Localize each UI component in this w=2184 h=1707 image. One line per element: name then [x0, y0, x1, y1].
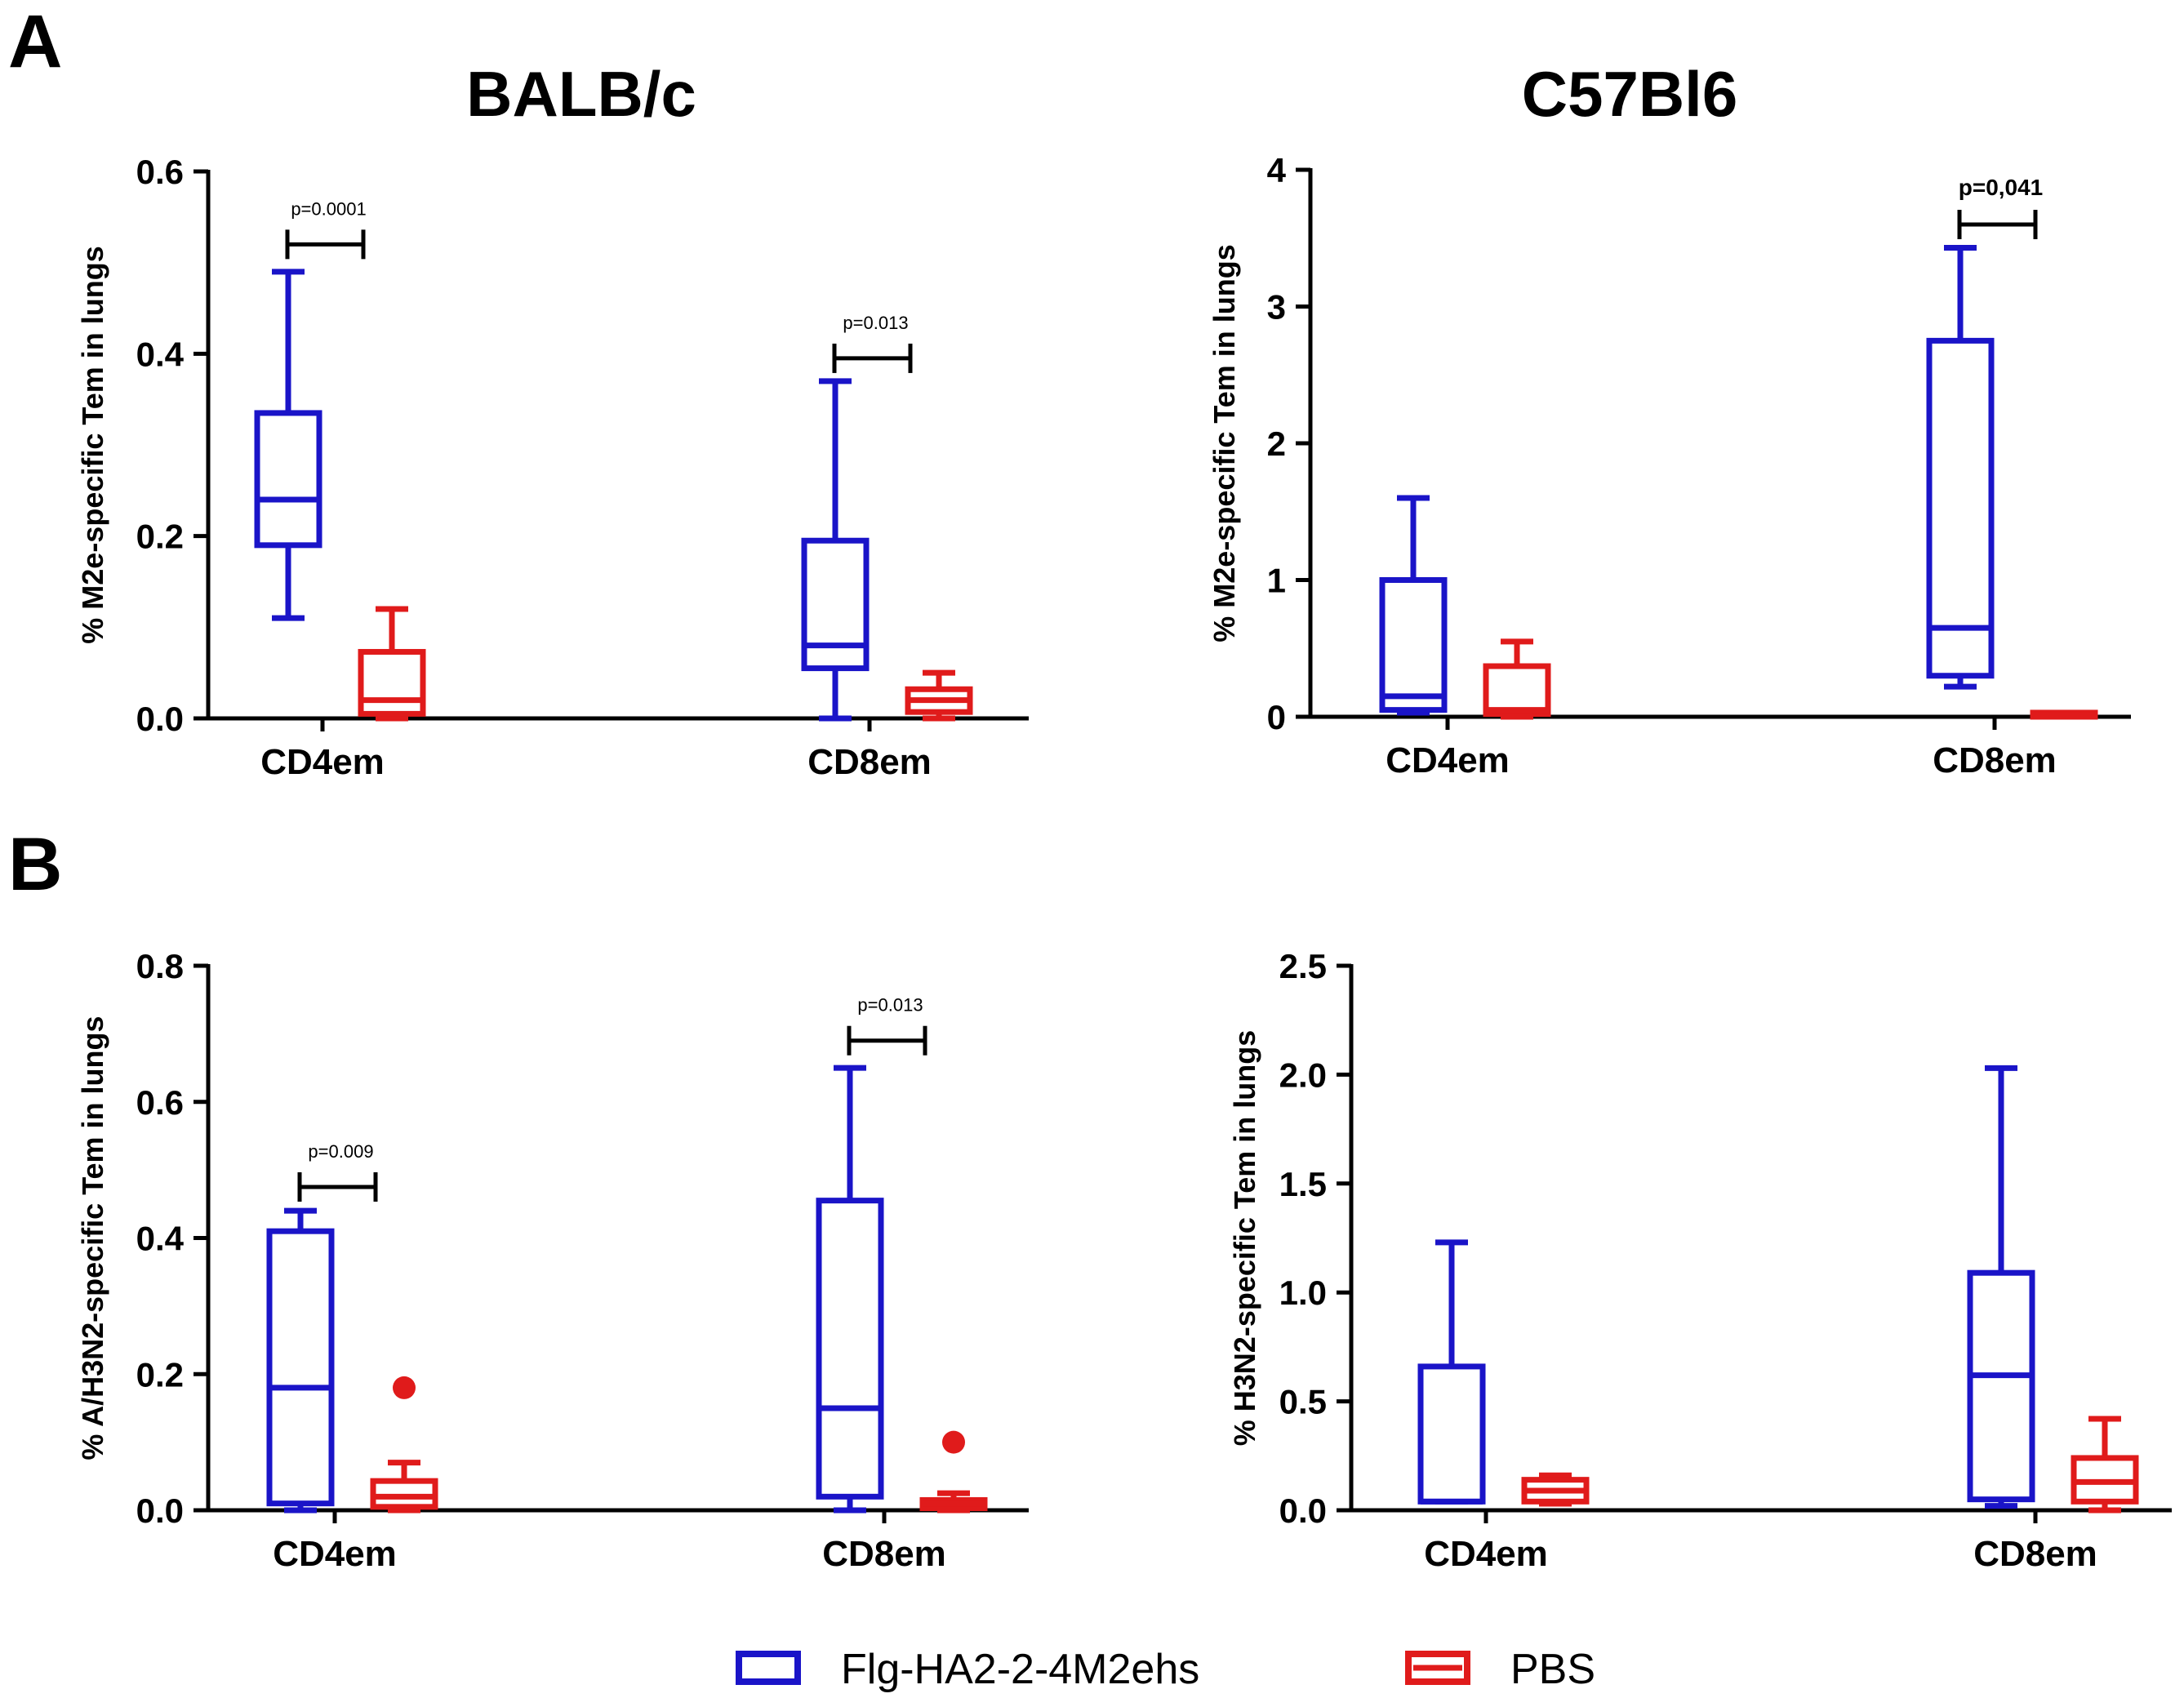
- box-flg-cd4em: [1417, 1239, 1486, 1505]
- significance-bracket: p=0,041: [1957, 175, 2044, 239]
- box-pbs-cd8em: [905, 669, 973, 722]
- x-category-label: CD8em: [822, 1534, 946, 1574]
- outlier-point: [393, 1376, 416, 1399]
- chart-1: 0.0 0.2 0.4 0.6 % M2e-specific Tem in lungs C…: [76, 153, 1029, 782]
- box-flg-cd8em: [801, 378, 870, 722]
- significance-bracket: p=0.009: [297, 1141, 378, 1202]
- box-iqr: [1417, 1363, 1486, 1505]
- box-pbs-cd8em: [2071, 1416, 2139, 1514]
- box-iqr: [254, 410, 322, 549]
- box-pbs-cd4em: [358, 606, 426, 722]
- p-value-label: p=0.013: [857, 995, 923, 1016]
- box-iqr: [801, 537, 870, 672]
- p-value-label: p=0.009: [308, 1141, 373, 1162]
- y-axis-title: % M2e-specific Tem in lungs: [76, 246, 109, 643]
- y-tick-label: 0.6: [136, 153, 184, 191]
- x-category-label: CD4em: [260, 742, 385, 782]
- charts: 0.0 0.2 0.4 0.6 % M2e-specific Tem in lungs C…: [76, 151, 2172, 1574]
- box-flg-cd8em: [1967, 1065, 2035, 1509]
- legend: Flg-HA2-2-4M2ehs PBS: [736, 1646, 1595, 1693]
- box-iqr: [358, 648, 426, 717]
- box-iqr: [1967, 1269, 2035, 1503]
- box-pbs-cd8em: [2030, 709, 2098, 720]
- y-tick-label: 1.5: [1279, 1165, 1327, 1203]
- strain-title-c57bl6: C57Bl6: [1522, 58, 1737, 130]
- box-flg-cd4em: [254, 269, 322, 621]
- strain-title-balbc: BALB/c: [466, 58, 696, 130]
- y-axis-title: % M2e-specific Tem in lungs: [1208, 244, 1241, 642]
- y-tick-label: 4: [1267, 151, 1287, 189]
- chart-2: 0 1 2 3 4 % M2e-specific Tem in lungs CD4em CD8…: [1208, 151, 2131, 780]
- y-tick-label: 2.0: [1279, 1056, 1327, 1094]
- box-flg-cd8em: [816, 1065, 884, 1514]
- y-tick-label: 1.0: [1279, 1274, 1327, 1312]
- x-category-label: CD4em: [1424, 1534, 1548, 1574]
- outlier-point: [942, 1430, 965, 1454]
- box-iqr: [1926, 337, 1995, 679]
- legend-label: Flg-HA2-2-4M2ehs: [841, 1646, 1199, 1693]
- panel-letter-b: B: [8, 823, 62, 906]
- legend-swatch: [736, 1651, 801, 1685]
- box-pbs-cd4em: [1483, 638, 1551, 720]
- box-iqr: [1483, 663, 1551, 718]
- x-category-label: CD8em: [1973, 1534, 2097, 1574]
- y-tick-label: 0.0: [1279, 1491, 1327, 1530]
- significance-bracket: p=0.0001: [285, 198, 367, 260]
- y-tick-label: 3: [1267, 288, 1286, 327]
- y-axis-title: % A/H3N2-specific Tem in lungs: [76, 1016, 109, 1460]
- legend-label: PBS: [1510, 1646, 1595, 1693]
- box-flg-cd4em: [1379, 495, 1448, 716]
- significance-bracket: p=0.013: [832, 313, 913, 373]
- box-iqr: [1379, 577, 1448, 713]
- y-tick-label: 0.2: [136, 518, 184, 556]
- y-tick-label: 1: [1267, 562, 1286, 600]
- p-value-label: p=0,041: [1959, 175, 2044, 200]
- x-category-label: CD8em: [1933, 740, 2057, 780]
- box-pbs-cd4em: [1521, 1472, 1590, 1507]
- box-iqr: [816, 1198, 884, 1500]
- significance-bracket: p=0.013: [847, 995, 927, 1056]
- legend-item: Flg-HA2-2-4M2ehs: [736, 1646, 1199, 1693]
- p-value-label: p=0.0001: [291, 198, 366, 219]
- y-tick-label: 0: [1267, 698, 1286, 736]
- p-value-label: p=0.013: [843, 313, 908, 333]
- y-tick-label: 2.5: [1279, 947, 1327, 985]
- box-flg-cd8em: [1926, 244, 1995, 690]
- chart-3: 0.0 0.2 0.4 0.6 0.8 % A/H3N2-specific Tem in …: [76, 947, 1029, 1574]
- y-tick-label: 0.4: [136, 335, 185, 373]
- panel-letter-a: A: [8, 0, 62, 83]
- x-category-label: CD4em: [273, 1534, 397, 1574]
- y-tick-label: 0.8: [136, 947, 184, 985]
- y-tick-label: 2: [1267, 425, 1286, 463]
- box-pbs-cd4em: [370, 1376, 438, 1514]
- legend-item: PBS: [1405, 1646, 1595, 1693]
- y-tick-label: 0.6: [136, 1083, 184, 1122]
- y-tick-label: 0.0: [136, 1491, 184, 1530]
- y-tick-label: 0.2: [136, 1355, 184, 1394]
- x-category-label: CD4em: [1386, 740, 1510, 780]
- y-tick-label: 0.4: [136, 1220, 185, 1258]
- box-pbs-cd8em: [919, 1430, 988, 1514]
- y-tick-label: 0.0: [136, 700, 184, 738]
- box-iqr: [266, 1228, 335, 1507]
- y-axis-title: % H3N2-specific Tem in lungs: [1228, 1030, 1261, 1446]
- y-tick-label: 0.5: [1279, 1383, 1327, 1421]
- chart-4: 0.0 0.5 1.0 1.5 2.0 2.5 % H3N2-specific Tem in…: [1228, 947, 2172, 1574]
- x-category-label: CD8em: [807, 742, 932, 782]
- box-flg-cd4em: [266, 1207, 335, 1514]
